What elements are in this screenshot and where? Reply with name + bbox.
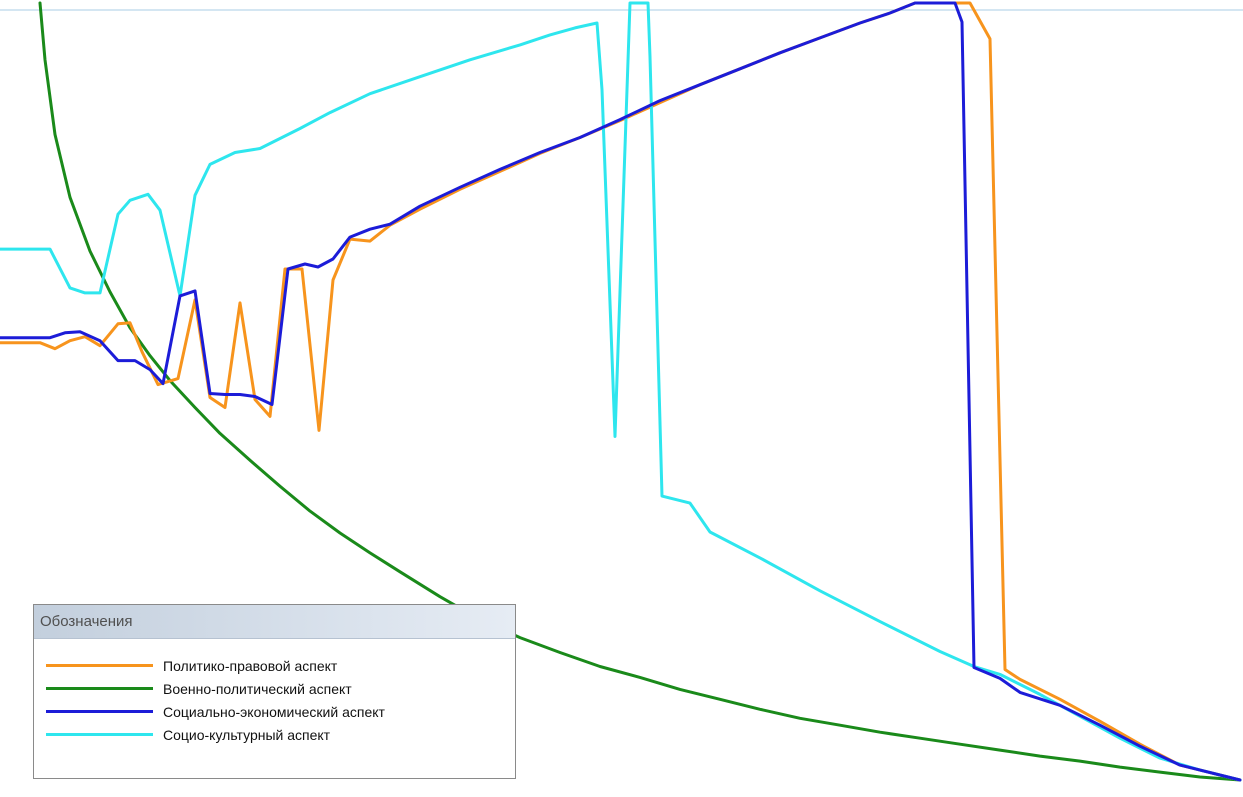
legend-item-socio-cultural: Социо-культурный аспект bbox=[34, 723, 515, 746]
legend-swatch-socio-economic bbox=[46, 710, 153, 713]
series-line-socio-economic bbox=[0, 1, 1242, 782]
legend-swatch-political-legal bbox=[46, 664, 153, 667]
legend-item-military-political: Военно-политический аспект bbox=[34, 677, 515, 700]
legend-label-military-political: Военно-политический аспект bbox=[163, 680, 352, 697]
legend-item-political-legal: Политико-правовой аспект bbox=[34, 654, 515, 677]
series-layer bbox=[0, 1, 1242, 782]
legend-swatch-socio-cultural bbox=[46, 733, 153, 736]
legend-label-political-legal: Политико-правовой аспект bbox=[163, 657, 338, 674]
legend-items: Политико-правовой аспект Военно-политиче… bbox=[34, 639, 515, 746]
legend: Обозначения Политико-правовой аспект Вое… bbox=[33, 604, 516, 779]
legend-item-socio-economic: Социально-экономический аспект bbox=[34, 700, 515, 723]
series-line-political-legal bbox=[0, 1, 1242, 782]
legend-swatch-military-political bbox=[46, 687, 153, 690]
legend-label-socio-economic: Социально-экономический аспект bbox=[163, 703, 385, 720]
legend-title: Обозначения bbox=[34, 605, 515, 639]
legend-label-socio-cultural: Социо-культурный аспект bbox=[163, 726, 331, 743]
